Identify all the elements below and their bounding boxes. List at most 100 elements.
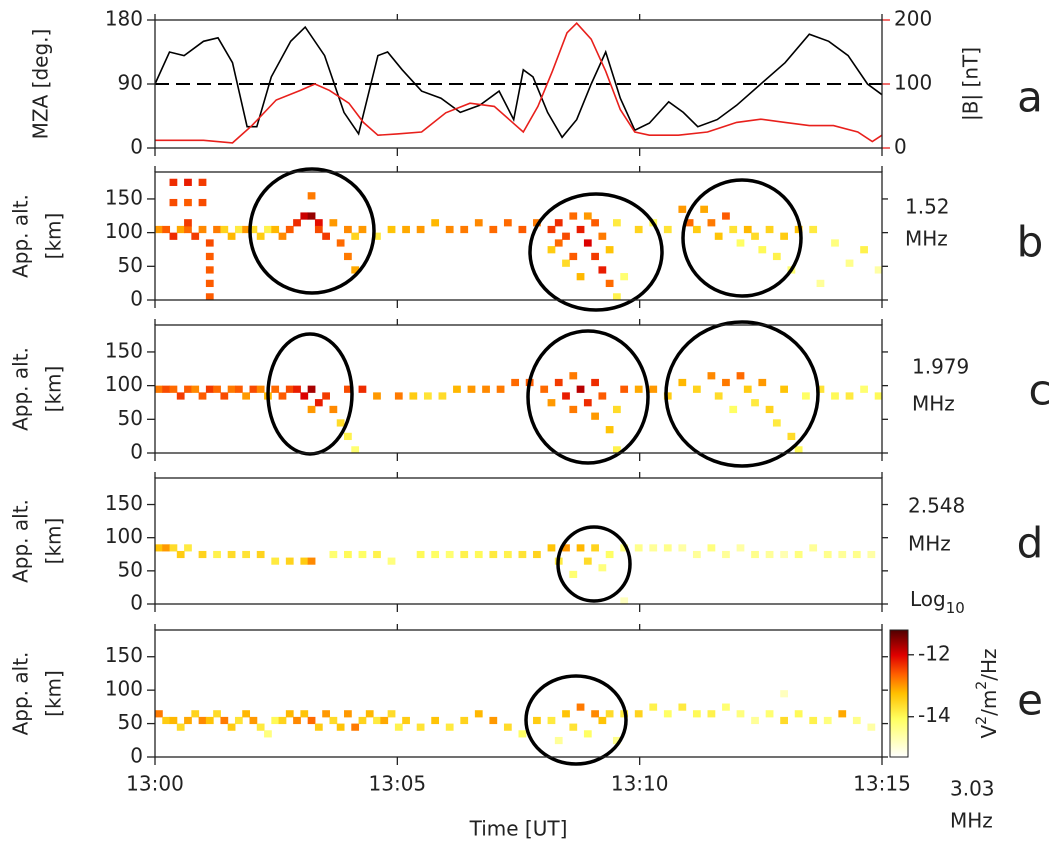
heatmap-cell [474,710,483,718]
heatmap-cell [416,225,425,234]
heatmap-cell [554,219,563,227]
heatmap-cell [554,239,563,247]
y-axis-label: [km] [42,213,66,260]
line [154,25,883,139]
heatmap-cell [351,446,360,454]
heatmap-cell [344,550,352,559]
heatmap-cell [831,239,839,247]
heatmap-cell [344,432,352,441]
heatmap-cell [234,716,243,725]
heatmap-cell [322,232,330,240]
heatmap-cell [402,225,410,234]
heatmap-cell [714,392,723,400]
heatmap-cell [838,710,847,718]
heatmap-cell [809,225,818,234]
heatmap-cell [380,716,389,725]
heatmap-cell [213,550,221,559]
heatmap-cell [394,392,403,400]
panel-label: e [1017,676,1043,725]
heatmap-cell [751,232,759,240]
colorbar [889,629,909,758]
heatmap-cell [736,710,745,718]
heatmap-cell [758,246,767,254]
y-tick-label: 150 [105,185,143,209]
heatmap-cell [554,378,563,387]
panel-label: c [1028,366,1051,415]
heatmap-cell [387,225,396,234]
heatmap-cell [707,710,716,718]
heatmap-cell [169,385,178,393]
heatmap-cell [809,544,818,552]
heatmap-cell [751,399,759,407]
heatmap-cell [751,550,759,559]
heatmap-cell [649,703,658,711]
y-tick-label: 150 [105,491,143,515]
heatmap-cell [845,392,854,400]
colorbar-label-part: 2 [974,681,990,690]
heatmap-cell [387,557,396,565]
colorbar-label-sub: 10 [946,599,965,617]
heatmap-cell [685,219,694,227]
heatmap-cell [162,385,171,393]
heatmap-cell [205,385,214,393]
y-tick-label: 180 [105,7,143,31]
y-tick-label: 100 [105,524,143,548]
heatmap-cell [307,212,316,220]
heatmap-cell [736,372,745,380]
heatmap-cell [700,205,709,213]
heatmap-cell [191,710,200,718]
heatmap-cell [598,266,607,274]
y-tick-label: 100 [105,677,143,701]
heatmap-cell [598,392,607,400]
heatmap-cell [772,252,781,261]
heatmap-cell [714,232,723,240]
heatmap-cell [860,385,868,393]
heatmap-cell [256,550,265,559]
heatmap-cell [692,225,701,234]
y-axis-label: [km] [42,366,66,413]
heatmap-cell [692,550,701,559]
heatmap-cell [213,385,221,393]
heatmap-cell [707,219,716,227]
y-axis-label: App. alt. [9,652,33,736]
heatmap-cell [649,385,658,393]
heatmap-cell [416,550,425,559]
heatmap-cell [205,279,214,288]
heatmap-cell [460,225,469,234]
heatmap-cell [184,219,192,227]
frequency-label: MHz [905,227,948,251]
heatmap-cell [620,597,629,605]
heatmap-cell [184,385,192,393]
heatmap-cell [634,385,643,393]
heatmap-cell [722,550,730,559]
frequency-label: 2.548 [908,494,965,518]
frequency-label: MHz [912,392,955,416]
heatmap-cell [576,703,585,711]
y-tick-label: 0 [130,287,143,311]
heatmap-cell [503,550,512,559]
heatmap-cell [336,419,345,427]
y-tick-label: 90 [118,71,143,95]
heatmap-cell [591,710,599,718]
heatmap-cell [373,232,381,240]
heatmap-cell [678,703,687,711]
heatmap-cell [176,723,185,731]
heatmap-cell [176,550,185,559]
y-tick-label: 0 [130,744,143,768]
x-tick-label: 13:15 [853,772,911,796]
heatmap-cell [707,544,716,552]
heatmap-cell [264,225,272,234]
heatmap-cell [613,405,621,414]
heatmap-cell [780,385,788,393]
heatmap-cell [227,550,236,559]
heatmap-cell [293,219,301,227]
heatmap-cell [453,385,461,393]
heatmap-cell [576,385,585,393]
heatmap-cell [394,723,403,731]
heatmap-cell [729,405,738,414]
colorbar-label-part: /Hz [977,648,1001,680]
heatmap-cell [467,385,476,393]
heatmap-cell [344,710,352,718]
plot-frame [154,171,883,301]
heatmap-cell [663,710,672,718]
